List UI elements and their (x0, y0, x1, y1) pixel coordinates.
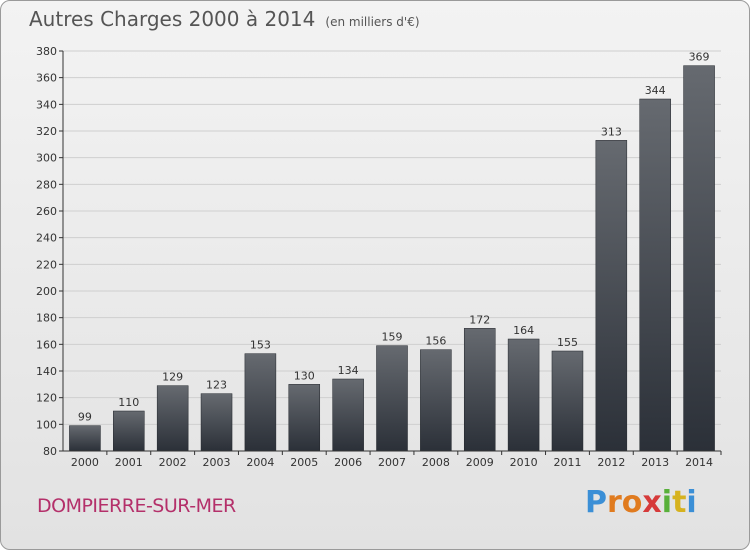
bar-2011 (551, 350, 584, 452)
x-tick-label: 2008 (422, 456, 450, 469)
y-tick-label: 260 (36, 205, 57, 218)
data-label-2004: 153 (250, 339, 271, 352)
y-tick-label: 280 (36, 178, 57, 191)
logo-letter: i (661, 485, 673, 520)
logo-letter: x (642, 485, 662, 520)
data-label-2007: 159 (382, 331, 403, 344)
y-tick-label: 80 (43, 445, 57, 458)
x-tick-label: 2009 (466, 456, 494, 469)
x-tick-label: 2007 (378, 456, 406, 469)
logo-letter: o (621, 485, 643, 520)
proxiti-logo: Proxiti (585, 485, 697, 520)
y-tick-label: 160 (36, 338, 57, 351)
data-label-2000: 99 (78, 411, 92, 424)
data-label-2003: 123 (206, 379, 227, 392)
bar-2000 (69, 425, 101, 452)
chart-title-block: Autres Charges 2000 à 2014 (en milliers d… (29, 7, 420, 31)
x-tick-label: 2001 (115, 456, 143, 469)
data-label-2005: 130 (294, 369, 315, 382)
data-label-2013: 344 (645, 84, 666, 97)
x-tick-label: 2005 (290, 456, 318, 469)
data-label-2002: 129 (162, 371, 183, 384)
x-tick-label: 2010 (510, 456, 538, 469)
y-tick-label: 180 (36, 312, 57, 325)
bar-2004 (244, 353, 277, 452)
x-tick-label: 2003 (203, 456, 231, 469)
logo-letter: r (607, 485, 622, 520)
y-tick-label: 360 (36, 72, 57, 85)
bar-2012 (595, 140, 628, 452)
data-label-2011: 155 (557, 336, 578, 349)
data-label-2014: 369 (689, 51, 710, 64)
data-label-2008: 156 (425, 335, 446, 348)
x-tick-label: 2014 (685, 456, 713, 469)
data-label-2012: 313 (601, 125, 622, 138)
data-label-2001: 110 (118, 396, 139, 409)
data-label-2006: 134 (338, 364, 359, 377)
axes: 80 100 120 140 160 180 200 220 240 260 280 300 320 34… (36, 45, 722, 469)
bar-2007 (376, 345, 408, 452)
bar-2013 (639, 98, 671, 452)
data-label-2010: 164 (513, 324, 534, 337)
bar-2005 (288, 384, 321, 452)
y-tick-label: 320 (36, 125, 57, 138)
bar-2001 (113, 410, 145, 452)
y-tick-label: 100 (36, 418, 57, 431)
commune-name: DOMPIERRE-SUR-MER (37, 495, 236, 517)
y-tick-label: 200 (36, 285, 57, 298)
chart-subtitle: (en milliers d'€) (325, 15, 420, 29)
x-tick-label: 2000 (71, 456, 99, 469)
y-tick-label: 340 (36, 98, 57, 111)
bar-2009 (463, 328, 496, 452)
x-tick-label: 2013 (641, 456, 669, 469)
bars (69, 65, 715, 452)
data-labels: 99 110 129 123 153 130 134 159 156 172 164 155 313 34… (78, 51, 710, 424)
bar-2014 (683, 65, 715, 452)
y-tick-label: 300 (36, 152, 57, 165)
x-tick-label: 2002 (159, 456, 187, 469)
bar-2010 (507, 338, 540, 452)
data-label-2009: 172 (469, 313, 490, 326)
logo-letter: i (686, 485, 697, 520)
y-tick-label: 240 (36, 232, 57, 245)
bar-2006 (332, 378, 364, 452)
x-tick-label: 2011 (553, 456, 581, 469)
chart-title: Autres Charges 2000 à 2014 (29, 7, 316, 31)
y-tick-label: 220 (36, 258, 57, 271)
bar-2003 (200, 393, 233, 452)
x-tick-label: 2006 (334, 456, 362, 469)
y-tick-label: 380 (36, 45, 57, 58)
bar-2008 (420, 349, 452, 452)
logo-letter: P (585, 485, 607, 520)
y-tick-label: 140 (36, 365, 57, 378)
x-tick-label: 2012 (597, 456, 625, 469)
x-tick-label: 2004 (246, 456, 274, 469)
y-tick-label: 120 (36, 392, 57, 405)
bar-2002 (156, 385, 189, 452)
logo-letter: t (672, 485, 687, 520)
